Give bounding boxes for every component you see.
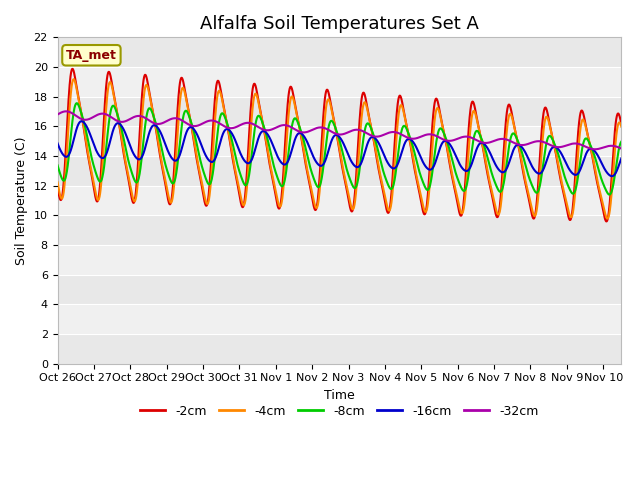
Title: Alfalfa Soil Temperatures Set A: Alfalfa Soil Temperatures Set A xyxy=(200,15,479,33)
-16cm xyxy=(601,167,609,172)
-32cm xyxy=(54,112,61,118)
-8cm xyxy=(601,185,609,191)
-16cm xyxy=(83,123,90,129)
-2cm xyxy=(498,180,506,185)
-16cm xyxy=(54,140,61,146)
-16cm xyxy=(77,119,85,124)
-8cm xyxy=(498,188,506,193)
Bar xyxy=(58,245,621,275)
X-axis label: Time: Time xyxy=(324,389,355,402)
Bar xyxy=(58,304,621,334)
Bar xyxy=(58,37,621,67)
-4cm xyxy=(618,124,625,130)
Line: -4cm: -4cm xyxy=(58,79,621,218)
-4cm xyxy=(70,76,77,82)
-4cm xyxy=(602,211,609,217)
-32cm xyxy=(328,129,336,135)
-8cm xyxy=(328,118,336,124)
-32cm xyxy=(62,108,70,114)
-8cm xyxy=(313,183,321,189)
-32cm xyxy=(591,146,598,152)
-16cm xyxy=(313,160,321,166)
-32cm xyxy=(83,117,90,122)
-2cm xyxy=(602,217,609,223)
Line: -8cm: -8cm xyxy=(58,103,621,194)
-2cm xyxy=(54,184,61,190)
Line: -32cm: -32cm xyxy=(58,111,621,149)
-16cm xyxy=(602,167,609,173)
-2cm xyxy=(313,203,321,208)
-32cm xyxy=(313,125,321,131)
-2cm xyxy=(328,108,336,114)
Bar xyxy=(58,156,621,186)
-4cm xyxy=(54,180,61,185)
-2cm xyxy=(68,66,76,72)
-8cm xyxy=(73,100,81,106)
Bar xyxy=(58,126,621,156)
Bar xyxy=(58,334,621,364)
-4cm xyxy=(604,216,611,221)
Line: -2cm: -2cm xyxy=(58,69,621,221)
-4cm xyxy=(83,142,90,147)
Bar xyxy=(58,186,621,216)
-2cm xyxy=(83,144,90,150)
-4cm xyxy=(498,193,506,199)
Bar xyxy=(58,96,621,126)
-32cm xyxy=(618,146,625,152)
Bar xyxy=(58,67,621,96)
-32cm xyxy=(602,144,609,150)
-4cm xyxy=(328,109,336,115)
-2cm xyxy=(603,218,611,224)
-8cm xyxy=(602,186,609,192)
-2cm xyxy=(601,216,609,222)
-16cm xyxy=(498,169,506,175)
Line: -16cm: -16cm xyxy=(58,121,621,176)
-8cm xyxy=(605,192,613,197)
-8cm xyxy=(54,162,61,168)
Text: TA_met: TA_met xyxy=(66,49,117,62)
-4cm xyxy=(601,210,609,216)
-4cm xyxy=(313,204,321,210)
-16cm xyxy=(608,173,616,179)
Bar xyxy=(58,216,621,245)
Y-axis label: Soil Temperature (C): Soil Temperature (C) xyxy=(15,136,28,265)
-8cm xyxy=(83,131,90,136)
-16cm xyxy=(328,137,336,143)
-32cm xyxy=(498,136,506,142)
-32cm xyxy=(602,144,609,150)
-8cm xyxy=(618,139,625,144)
Bar xyxy=(58,275,621,304)
-16cm xyxy=(618,156,625,161)
Legend: -2cm, -4cm, -8cm, -16cm, -32cm: -2cm, -4cm, -8cm, -16cm, -32cm xyxy=(135,400,543,423)
-2cm xyxy=(618,121,625,127)
